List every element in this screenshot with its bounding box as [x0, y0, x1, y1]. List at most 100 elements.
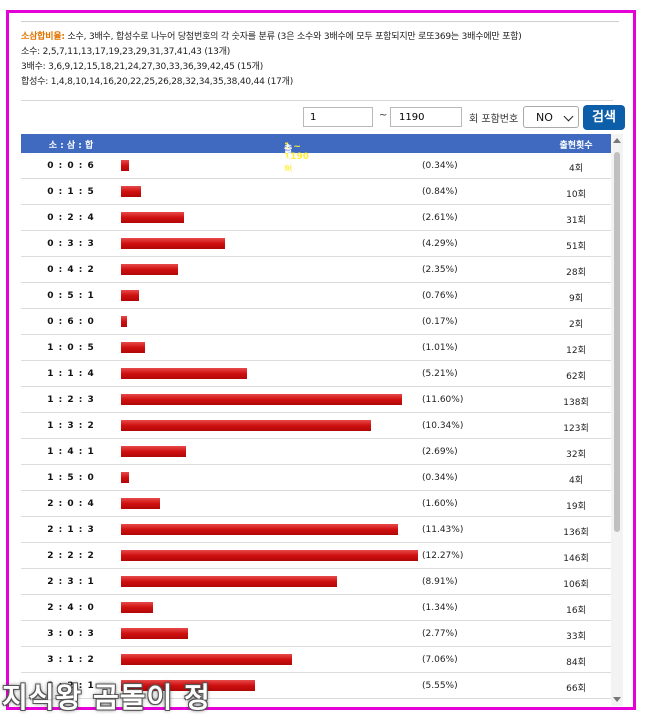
probability-bar	[121, 368, 248, 379]
row-count: 84회	[566, 658, 586, 668]
table-row: 0 : 5 : 1 (0.76%) 9회	[21, 283, 611, 309]
probability-bar	[121, 654, 292, 665]
scrollbar[interactable]	[611, 134, 623, 706]
row-combo: 0 : 5 : 1	[47, 291, 95, 301]
table-row: 0 : 0 : 6 (0.34%) 4회	[21, 153, 611, 179]
probability-bar	[121, 524, 398, 535]
row-percentage: (7.06%)	[422, 655, 458, 665]
scroll-thumb[interactable]	[614, 152, 620, 532]
info-lead-label: 소삼합비율:	[21, 32, 65, 42]
range-tilde: ~	[379, 110, 388, 121]
row-count: 12회	[566, 346, 586, 356]
row-percentage: (2.61%)	[422, 213, 458, 223]
row-count: 4회	[568, 476, 583, 486]
table-body: 0 : 0 : 6 (0.34%) 4회 0 : 1 : 5 (0.84%) 10회 0 :…	[21, 153, 611, 699]
row-percentage: (1.34%)	[422, 603, 458, 613]
table-row: 2 : 1 : 3 (11.43%) 136회	[21, 517, 611, 543]
table-row: 2 : 2 : 2 (12.27%) 146회	[21, 543, 611, 569]
row-count: 16회	[566, 606, 586, 616]
row-percentage: (12.27%)	[422, 551, 464, 561]
probability-bar	[121, 160, 130, 171]
include-select-value: NO	[536, 111, 553, 124]
row-combo: 2 : 1 : 3	[47, 525, 95, 535]
row-combo: 1 : 4 : 1	[47, 447, 95, 457]
row-combo: 1 : 2 : 3	[47, 395, 95, 405]
row-percentage: (2.77%)	[422, 629, 458, 639]
row-percentage: (2.69%)	[422, 447, 458, 457]
col-prob-label: 출현확률	[284, 145, 293, 194]
row-percentage: (4.29%)	[422, 239, 458, 249]
probability-bar	[121, 264, 178, 275]
row-combo: 0 : 6 : 0	[47, 317, 95, 327]
probability-bar	[121, 212, 185, 223]
watermark: 지식왕 곰돌이 정	[2, 681, 211, 714]
probability-bar	[121, 446, 187, 457]
row-percentage: (5.21%)	[422, 369, 458, 379]
table-row: 1 : 3 : 2 (10.34%) 123회	[21, 413, 611, 439]
row-count: 33회	[566, 632, 586, 642]
row-combo: 3 : 1 : 2	[47, 655, 95, 665]
row-combo: 1 : 3 : 2	[47, 421, 95, 431]
include-number-label: 회 포함번호	[469, 114, 519, 125]
probability-bar	[121, 680, 256, 691]
col-count-header: 출현횟수	[559, 141, 593, 151]
table-row: 0 : 1 : 5 (0.84%) 10회	[21, 179, 611, 205]
probability-bar	[121, 342, 146, 353]
row-combo: 1 : 0 : 5	[47, 343, 95, 353]
row-count: 4회	[568, 164, 583, 174]
row-combo: 1 : 5 : 0	[47, 473, 95, 483]
row-percentage: (1.01%)	[422, 343, 458, 353]
include-number-select[interactable]: NO	[523, 106, 579, 128]
scroll-up-icon[interactable]	[613, 138, 621, 143]
row-percentage: (11.43%)	[422, 525, 464, 535]
table-row: 1 : 2 : 3 (11.60%) 138회	[21, 387, 611, 413]
info-lead-text: 소수, 3배수, 합성수로 나누어 당첨번호의 각 숫자를 분류 (3은 소수와…	[64, 32, 522, 42]
table-row: 2 : 3 : 1 (8.91%) 106회	[21, 569, 611, 595]
row-combo: 0 : 4 : 2	[47, 265, 95, 275]
row-percentage: (0.84%)	[422, 187, 458, 197]
search-button[interactable]: 검색	[583, 105, 625, 130]
info-prime: 소수: 2,5,7,11,13,17,19,23,29,31,37,41,43 …	[21, 47, 231, 57]
row-count: 2회	[568, 320, 583, 330]
row-count: 62회	[566, 372, 586, 382]
row-count: 66회	[566, 684, 586, 694]
row-percentage: (2.35%)	[422, 265, 458, 275]
row-count: 31회	[566, 216, 586, 226]
row-combo: 3 : 0 : 3	[47, 629, 95, 639]
row-count: 146회	[563, 554, 589, 564]
table-row: 1 : 1 : 4 (5.21%) 62회	[21, 361, 611, 387]
row-combo: 2 : 2 : 2	[47, 551, 95, 561]
row-percentage: (11.60%)	[422, 395, 464, 405]
probability-bar	[121, 472, 130, 483]
row-combo: 0 : 0 : 6	[47, 161, 95, 171]
col-range-label: 1 ~ 1190 회	[284, 142, 310, 175]
to-round-input[interactable]	[390, 107, 462, 127]
row-count: 138회	[563, 398, 589, 408]
row-percentage: (0.17%)	[422, 317, 458, 327]
col-combo-header: 소 : 삼 : 합	[48, 141, 94, 151]
table-row: 1 : 4 : 1 (2.69%) 32회	[21, 439, 611, 465]
row-combo: 0 : 2 : 4	[47, 213, 95, 223]
info-composite: 합성수: 1,4,8,10,14,16,20,22,25,26,28,32,34…	[21, 77, 294, 87]
chevron-down-icon	[563, 111, 574, 122]
classification-info: 소삼합비율: 소수, 3배수, 합성수로 나누어 당첨번호의 각 숫자를 분류 …	[21, 30, 621, 90]
row-combo: 0 : 1 : 5	[47, 187, 95, 197]
row-count: 51회	[566, 242, 586, 252]
scroll-down-icon[interactable]	[613, 697, 621, 702]
row-percentage: (0.34%)	[422, 161, 458, 171]
row-count: 136회	[563, 528, 589, 538]
table-row: 2 : 0 : 4 (1.60%) 19회	[21, 491, 611, 517]
search-bar: ~ 회 포함번호 NO 검색	[21, 104, 625, 134]
probability-bar	[121, 628, 189, 639]
probability-bar	[121, 316, 127, 327]
table-row: 0 : 6 : 0 (0.17%) 2회	[21, 309, 611, 335]
probability-bar	[121, 602, 154, 613]
table-row: 0 : 2 : 4 (2.61%) 31회	[21, 205, 611, 231]
from-round-input[interactable]	[303, 107, 373, 127]
table-row: 1 : 0 : 5 (1.01%) 12회	[21, 335, 611, 361]
table-row: 3 : 2 : 1 (5.55%) 66회	[21, 673, 611, 699]
probability-bar	[121, 186, 142, 197]
table-row: 1 : 5 : 0 (0.34%) 4회	[21, 465, 611, 491]
table-row: 2 : 4 : 0 (1.34%) 16회	[21, 595, 611, 621]
probability-bar	[121, 238, 225, 249]
